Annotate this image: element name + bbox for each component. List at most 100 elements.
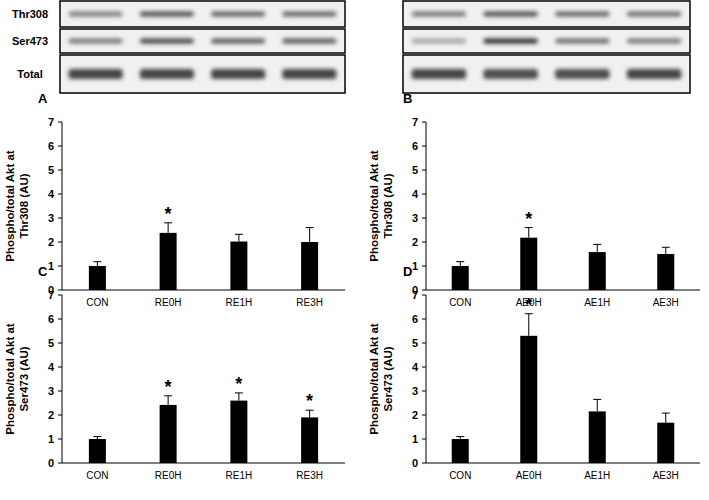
y-tick [58, 170, 62, 171]
significance: * [235, 374, 242, 394]
bar [89, 439, 106, 463]
y-tick [58, 146, 62, 147]
y-tick-label: 3 [412, 385, 418, 397]
bar [657, 254, 674, 290]
panel: C***01234567CONRE0HRE1HRE3HPhospho/total… [4, 264, 345, 481]
error-bar [306, 228, 314, 242]
bar [452, 439, 469, 463]
error-cap [93, 261, 101, 262]
y-tick [58, 194, 62, 195]
blot-band [412, 69, 467, 79]
y-tick-label: 5 [48, 337, 54, 349]
error-stem [238, 393, 239, 401]
bar [589, 252, 606, 290]
figure: Thr308Ser473TotalA*01234567CONRE0HRE1HRE… [0, 0, 709, 500]
error-cap [306, 227, 314, 228]
y-tick [422, 146, 426, 147]
error-bar [662, 247, 670, 254]
error-bar [93, 262, 101, 266]
error-bar [593, 399, 601, 411]
y-tick-label: 7 [48, 116, 54, 128]
x-tick-label: RE3H [296, 470, 323, 481]
x-tick-label: AE1H [584, 470, 610, 481]
blot-band [211, 12, 265, 17]
error-cap [593, 244, 601, 245]
y-tick-label: 1 [412, 433, 418, 445]
x-tick-label: CON [449, 470, 471, 481]
y-axis [62, 295, 63, 463]
y-tick [58, 290, 62, 291]
blot-band [69, 39, 123, 44]
y-tick [58, 319, 62, 320]
bar [230, 242, 247, 290]
blot-row [403, 29, 690, 53]
y-tick [422, 122, 426, 123]
error-stem [97, 262, 98, 266]
y-tick [422, 218, 426, 219]
blot-band [483, 12, 538, 17]
panel: B*01234567CONAE0HAE1HAE3HPhospho/total A… [368, 91, 700, 308]
y-tick-label: 3 [412, 212, 418, 224]
error-cap [593, 399, 601, 400]
error-bar [662, 413, 670, 423]
y-tick [58, 218, 62, 219]
y-tick-label: 1 [48, 260, 54, 272]
bar [589, 411, 606, 463]
y-tick [58, 463, 62, 464]
error-cap [662, 247, 670, 248]
blot-band [282, 12, 336, 17]
x-tick-label: AE0H [516, 470, 542, 481]
y-tick-label: 4 [412, 361, 419, 373]
y-tick-label: 2 [48, 409, 54, 421]
y-tick [422, 391, 426, 392]
error-stem [168, 396, 169, 405]
x-tick-label: RE1H [226, 470, 253, 481]
error-bar [235, 393, 243, 401]
y-axis-label: Phospho/total Akt at [4, 150, 16, 262]
y-tick [58, 439, 62, 440]
panel: A*01234567CONRE0HRE1HRE3HPhospho/total A… [4, 91, 345, 308]
error-bar [164, 396, 172, 405]
error-cap [662, 413, 670, 414]
y-tick-label: 0 [48, 457, 54, 469]
x-tick-label: AE3H [653, 297, 679, 308]
y-tick-label: 5 [412, 164, 418, 176]
blot-band [282, 39, 336, 44]
blot-band [412, 39, 467, 44]
blot-band [69, 12, 123, 17]
blot-band [483, 39, 538, 44]
blot-label: Ser473 [12, 35, 48, 47]
blot-band [412, 12, 467, 17]
y-tick [422, 463, 426, 464]
y-axis-label: Phospho/total Akt at [4, 323, 16, 435]
error-bar [93, 437, 101, 439]
significance: * [525, 209, 532, 229]
blot [60, 1, 345, 93]
y-tick-label: 1 [48, 433, 54, 445]
error-stem [597, 399, 598, 411]
blot-band [140, 39, 194, 44]
blot-band [555, 39, 610, 44]
error-bar [456, 437, 464, 439]
y-tick-label: 5 [48, 164, 54, 176]
y-tick [422, 242, 426, 243]
bar [657, 423, 674, 463]
marks [452, 228, 675, 290]
y-tick-label: 2 [412, 236, 418, 248]
bar [160, 405, 177, 463]
bar [89, 266, 106, 290]
y-axis-label: Ser473 (AU) [18, 346, 30, 411]
error-stem [528, 314, 529, 336]
x-tick-label: RE1H [226, 297, 253, 308]
blot-band [627, 69, 682, 79]
y-tick-label: 6 [48, 313, 54, 325]
y-tick-label: 4 [48, 361, 55, 373]
x-axis [426, 290, 700, 291]
y-tick [58, 122, 62, 123]
error-cap [93, 436, 101, 437]
y-tick [422, 290, 426, 291]
blot-label: Thr308 [12, 8, 48, 20]
y-tick-label: 7 [48, 289, 54, 301]
y-tick [58, 242, 62, 243]
y-tick [422, 367, 426, 368]
